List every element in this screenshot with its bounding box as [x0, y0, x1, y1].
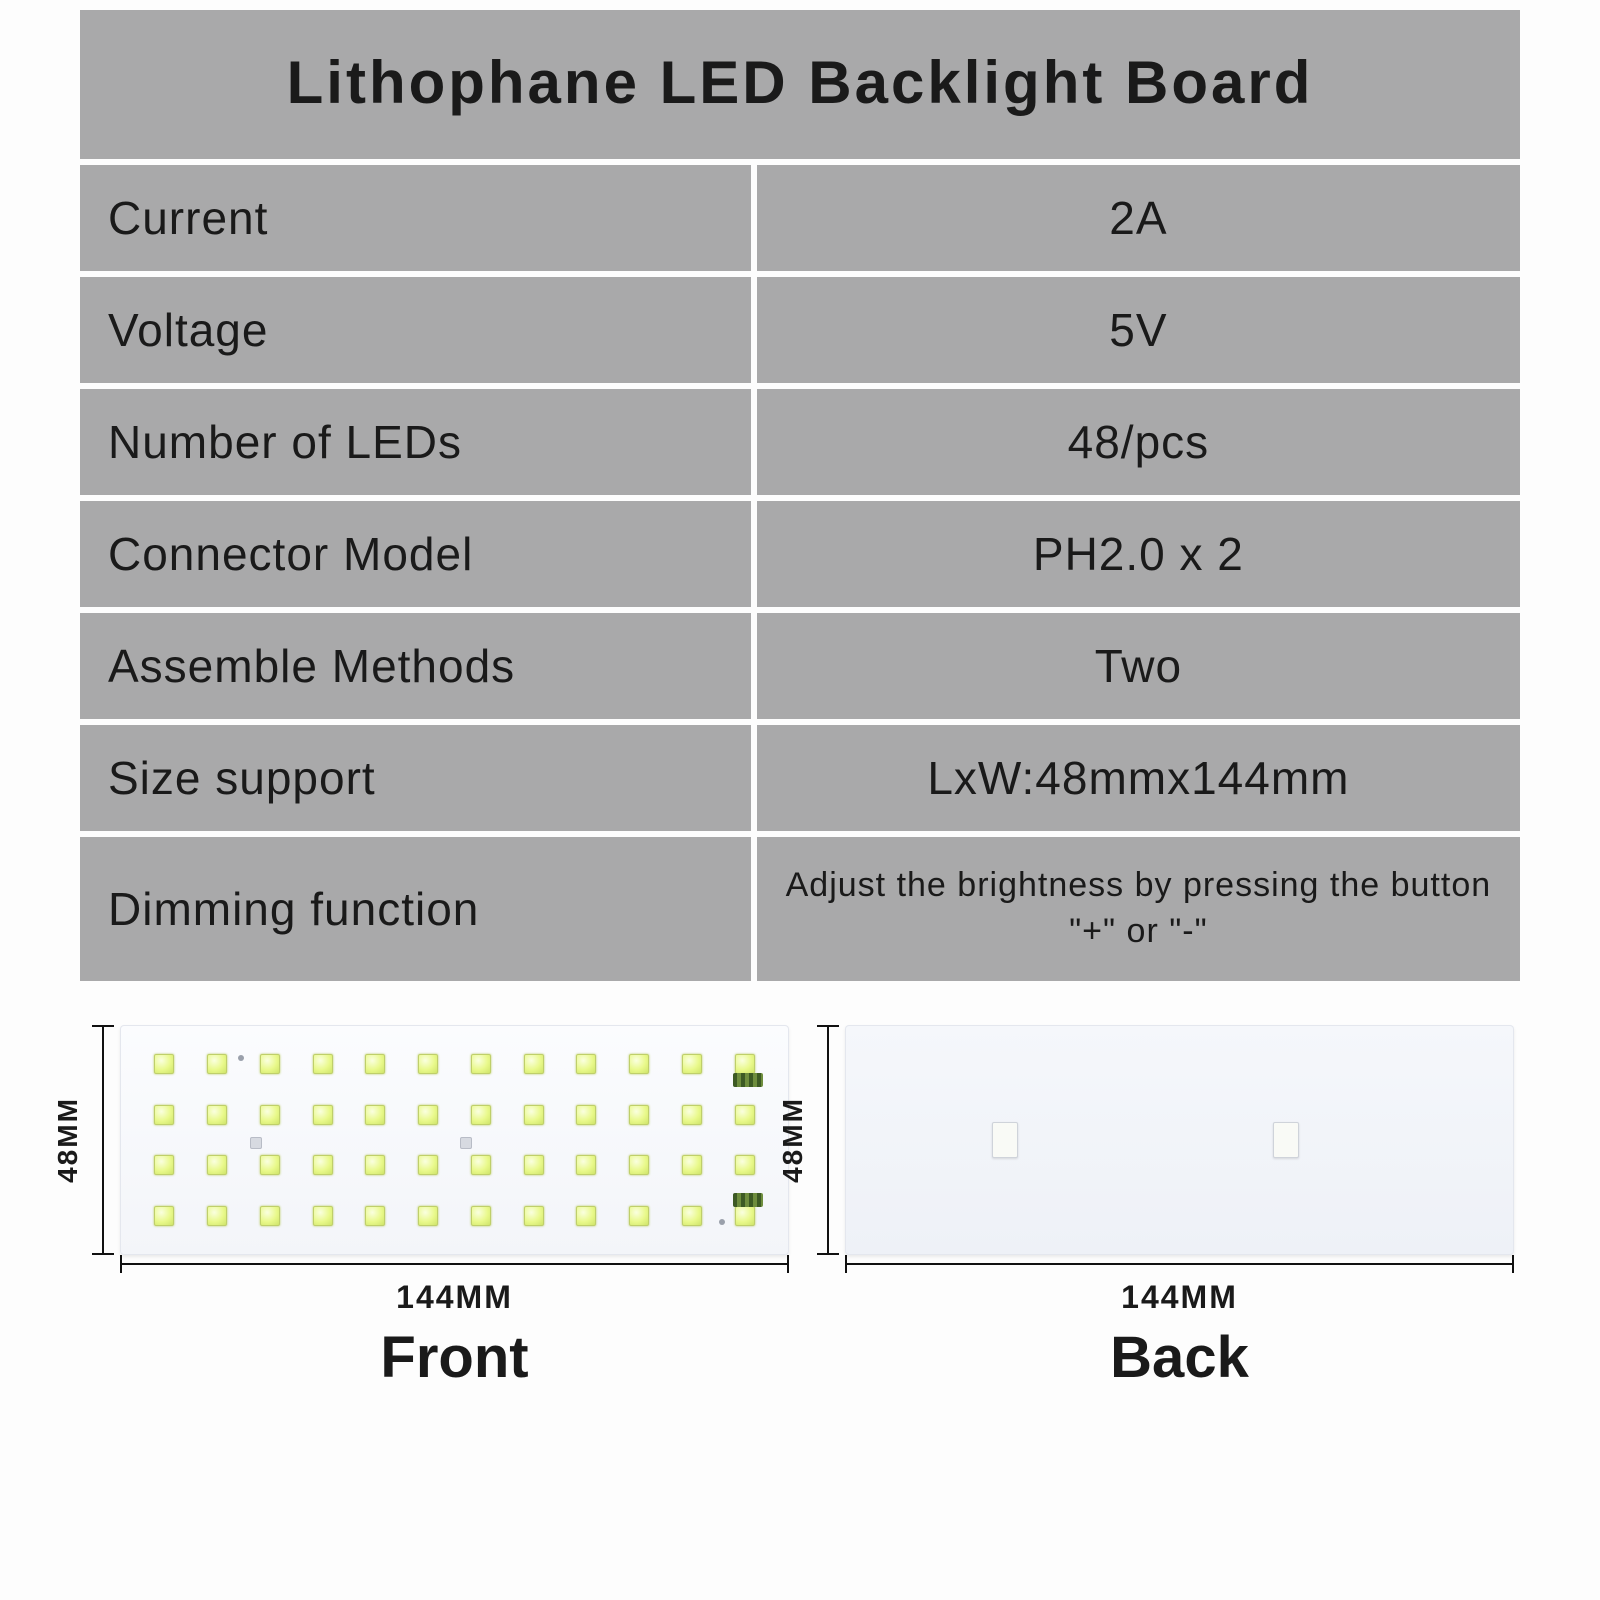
solder-pad-icon	[250, 1137, 262, 1149]
led-icon	[524, 1054, 544, 1074]
led-icon	[735, 1206, 755, 1226]
led-icon	[154, 1105, 174, 1125]
spec-value: PH2.0 x 2	[757, 495, 1520, 607]
led-icon	[207, 1206, 227, 1226]
spec-key: Voltage	[80, 271, 757, 383]
pcb-front	[120, 1025, 789, 1255]
led-icon	[260, 1105, 280, 1125]
board-figures: 48MM 144MM Front 48MM	[80, 1025, 1520, 1391]
led-icon	[471, 1054, 491, 1074]
spec-value: Adjust the brightness by pressing the bu…	[757, 831, 1520, 981]
jumper-icon	[733, 1193, 763, 1207]
led-icon	[735, 1105, 755, 1125]
spec-value: 5V	[757, 271, 1520, 383]
spec-table: Current2A Voltage5V Number of LEDs48/pcs…	[80, 165, 1520, 981]
spec-value: 48/pcs	[757, 383, 1520, 495]
led-icon	[682, 1155, 702, 1175]
height-label: 48MM	[52, 1097, 84, 1183]
spec-value: 2A	[757, 165, 1520, 271]
led-icon	[629, 1206, 649, 1226]
width-label: 144MM	[845, 1279, 1514, 1316]
led-icon	[524, 1155, 544, 1175]
spec-key: Number of LEDs	[80, 383, 757, 495]
spec-table-container: Lithophane LED Backlight Board Current2A…	[80, 0, 1520, 981]
led-icon	[313, 1105, 333, 1125]
spec-key: Connector Model	[80, 495, 757, 607]
via-dot-icon	[719, 1219, 725, 1225]
led-icon	[365, 1105, 385, 1125]
connector-icon	[1273, 1122, 1299, 1158]
back-figure: 48MM 144MM Back	[811, 1025, 1514, 1391]
table-row: Current2A	[80, 165, 1520, 271]
height-gauge: 48MM	[811, 1025, 845, 1255]
led-icon	[154, 1206, 174, 1226]
spec-key: Dimming function	[80, 831, 757, 981]
spec-key: Size support	[80, 719, 757, 831]
led-icon	[629, 1054, 649, 1074]
led-icon	[154, 1054, 174, 1074]
led-icon	[418, 1054, 438, 1074]
led-icon	[524, 1206, 544, 1226]
led-icon	[682, 1206, 702, 1226]
width-gauge	[120, 1255, 789, 1273]
led-icon	[207, 1105, 227, 1125]
led-icon	[576, 1206, 596, 1226]
led-icon	[524, 1105, 544, 1125]
led-icon	[260, 1206, 280, 1226]
led-icon	[682, 1105, 702, 1125]
width-label: 144MM	[120, 1279, 789, 1316]
led-icon	[365, 1155, 385, 1175]
led-icon	[471, 1206, 491, 1226]
led-icon	[471, 1105, 491, 1125]
table-row: Assemble MethodsTwo	[80, 607, 1520, 719]
led-icon	[418, 1105, 438, 1125]
spec-value: Two	[757, 607, 1520, 719]
led-icon	[576, 1155, 596, 1175]
led-icon	[629, 1155, 649, 1175]
connector-icon	[992, 1122, 1018, 1158]
back-caption: Back	[845, 1324, 1514, 1391]
led-icon	[735, 1155, 755, 1175]
table-row: Number of LEDs48/pcs	[80, 383, 1520, 495]
table-row: Voltage5V	[80, 271, 1520, 383]
table-row: Dimming functionAdjust the brightness by…	[80, 831, 1520, 981]
led-icon	[313, 1206, 333, 1226]
jumper-icon	[733, 1073, 763, 1087]
led-icon	[207, 1054, 227, 1074]
led-icon	[365, 1206, 385, 1226]
led-icon	[576, 1105, 596, 1125]
height-label: 48MM	[777, 1097, 809, 1183]
led-icon	[471, 1155, 491, 1175]
via-dot-icon	[238, 1055, 244, 1061]
led-icon	[260, 1155, 280, 1175]
page-title: Lithophane LED Backlight Board	[80, 10, 1520, 159]
spec-key: Assemble Methods	[80, 607, 757, 719]
led-icon	[313, 1054, 333, 1074]
led-icon	[260, 1054, 280, 1074]
led-icon	[629, 1105, 649, 1125]
led-icon	[313, 1155, 333, 1175]
front-figure: 48MM 144MM Front	[86, 1025, 789, 1391]
front-caption: Front	[120, 1324, 789, 1391]
led-icon	[735, 1054, 755, 1074]
led-icon	[418, 1206, 438, 1226]
height-gauge: 48MM	[86, 1025, 120, 1255]
solder-pad-icon	[460, 1137, 472, 1149]
led-icon	[207, 1155, 227, 1175]
spec-key: Current	[80, 165, 757, 271]
table-row: Connector ModelPH2.0 x 2	[80, 495, 1520, 607]
led-icon	[154, 1155, 174, 1175]
led-icon	[418, 1155, 438, 1175]
led-icon	[365, 1054, 385, 1074]
spec-value: LxW:48mmx144mm	[757, 719, 1520, 831]
width-gauge	[845, 1255, 1514, 1273]
table-row: Size supportLxW:48mmx144mm	[80, 719, 1520, 831]
led-icon	[576, 1054, 596, 1074]
pcb-back	[845, 1025, 1514, 1255]
led-icon	[682, 1054, 702, 1074]
